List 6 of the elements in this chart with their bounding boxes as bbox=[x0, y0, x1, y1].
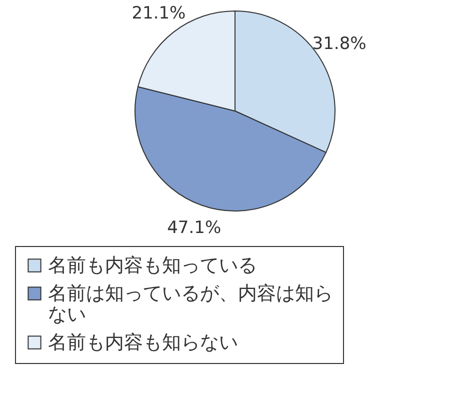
legend-label: 名前は知っているが、内容は知らない bbox=[48, 282, 333, 326]
data-label: 47.1% bbox=[167, 218, 222, 238]
legend-label: 名前も内容も知っている bbox=[48, 254, 257, 276]
legend-label: 名前も内容も知らない bbox=[48, 332, 238, 354]
data-label: 31.8% bbox=[312, 34, 366, 54]
data-label: 21.1% bbox=[132, 3, 186, 24]
